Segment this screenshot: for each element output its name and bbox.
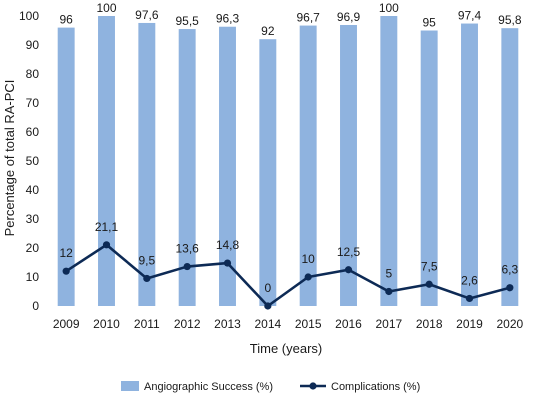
line-point: [223, 259, 232, 267]
legend-marker-complications: [309, 382, 317, 390]
legend-swatch-bar: [121, 381, 139, 391]
y-tick-label: 70: [26, 96, 40, 110]
y-tick-label: 90: [26, 38, 40, 52]
line-data-label: 21,1: [95, 220, 119, 234]
bar-data-label: 95,8: [498, 13, 522, 27]
bar-data-label: 92: [261, 24, 275, 38]
y-tick-label: 100: [19, 9, 39, 23]
bar: [461, 23, 478, 306]
bar-data-label: 100: [379, 1, 399, 15]
y-tick-label: 10: [26, 270, 40, 284]
line-point: [183, 262, 191, 271]
bar: [57, 27, 75, 306]
x-axis-label: Time (years): [250, 341, 322, 356]
bar-data-label: 97,6: [135, 8, 159, 22]
bar-data-label: 97,4: [458, 9, 482, 23]
bar: [299, 25, 317, 306]
bar: [380, 16, 398, 306]
bar-data-label: 96,3: [216, 12, 240, 26]
line-point: [465, 294, 474, 303]
line-point: [304, 273, 312, 281]
line-data-label: 5: [385, 267, 392, 281]
x-tick-label: 2019: [456, 317, 483, 331]
x-tick-label: 2013: [214, 317, 241, 331]
bar: [98, 16, 115, 306]
x-tick-label: 2020: [496, 317, 523, 331]
bar-data-label: 95: [422, 16, 436, 30]
line-data-label: 14,8: [216, 238, 240, 252]
legend-label-angiographic: Angiographic Success (%): [144, 381, 273, 393]
line-data-label: 10: [301, 252, 315, 266]
y-tick-label: 20: [26, 241, 40, 255]
bar: [340, 24, 357, 307]
bar-data-label: 96,9: [337, 10, 361, 24]
y-axis-label: Percentage of total RA-PCI: [2, 80, 17, 237]
line-data-label: 7,5: [421, 259, 438, 273]
line-data-label: 6,3: [501, 263, 518, 277]
y-tick-label: 50: [26, 154, 40, 168]
x-tick-label: 2014: [254, 317, 281, 331]
bar-data-label: 95,5: [175, 14, 199, 28]
x-tick-label: 2015: [295, 317, 322, 331]
line-data-label: 12: [59, 246, 73, 260]
x-tick-label: 2012: [174, 317, 201, 331]
x-tick-label: 2016: [335, 317, 362, 331]
line-data-label: 9,5: [138, 253, 155, 267]
y-tick-label: 30: [26, 212, 40, 226]
complications-series-line: [65, 243, 511, 308]
x-tick-label: 2009: [53, 317, 80, 331]
x-tick-label: 2017: [375, 317, 402, 331]
y-axis-ticks: 0 10 20 30 40 50 60 70 80 90 100: [19, 9, 39, 313]
y-tick-label: 40: [26, 183, 40, 197]
y-tick-label: 60: [26, 125, 40, 139]
bar: [219, 26, 236, 306]
x-tick-label: 2010: [93, 317, 120, 331]
legend-label-complications: Complications (%): [331, 381, 420, 393]
line-point: [385, 287, 393, 296]
bar: [138, 22, 156, 307]
line-point: [264, 302, 272, 310]
x-tick-label: 2011: [134, 317, 160, 331]
line-point: [506, 284, 514, 292]
bar-data-label: 96,7: [296, 11, 320, 25]
bar: [420, 30, 438, 306]
line-data-label: 0: [264, 281, 271, 295]
line-data-label: 2,6: [461, 273, 478, 287]
line-point: [62, 267, 70, 275]
bar-data-label: 100: [96, 1, 116, 15]
y-tick-label: 0: [32, 299, 39, 313]
bar: [178, 29, 196, 307]
line-point: [425, 280, 433, 288]
bar: [259, 39, 277, 306]
x-tick-label: 2018: [416, 317, 443, 331]
line-point: [102, 241, 111, 249]
x-axis-ticks: 2009 2010 2011 2012 2013 2014 2015 2016 2017 2018…: [53, 317, 524, 331]
legend: Angiographic Success (%) Complications (%…: [121, 381, 420, 393]
bar-data-label: 96: [59, 13, 73, 27]
line-point: [143, 274, 151, 283]
line-data-label: 12,5: [337, 245, 361, 259]
line-point: [344, 266, 353, 274]
y-tick-label: 80: [26, 67, 40, 81]
line-data-label: 13,6: [175, 242, 199, 256]
complications-line: 12 21,1 9,5 13,6 14,8 0 10 12,5 5 7,5 2,6 6,3: [59, 220, 518, 310]
bar: [501, 28, 519, 307]
